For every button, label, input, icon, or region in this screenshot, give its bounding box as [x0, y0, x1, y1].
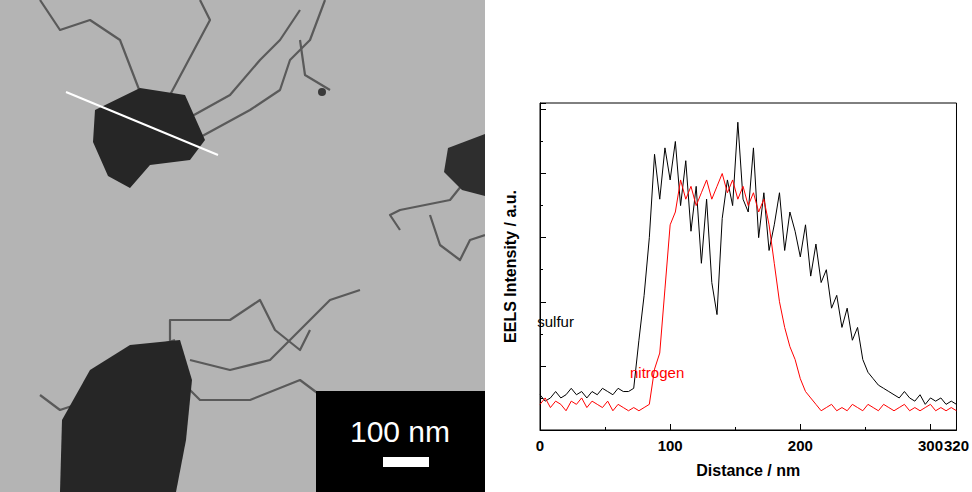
svg-text:100 nm: 100 nm: [350, 415, 450, 448]
svg-text:nitrogen: nitrogen: [630, 364, 684, 381]
svg-text:0: 0: [536, 437, 544, 454]
svg-text:320: 320: [944, 437, 969, 454]
svg-text:300: 300: [918, 437, 943, 454]
svg-text:200: 200: [788, 437, 813, 454]
svg-text:Distance / nm: Distance / nm: [696, 462, 800, 479]
svg-text:100: 100: [658, 437, 683, 454]
svg-text:EELS Intensity / a.u.: EELS Intensity / a.u.: [502, 190, 519, 343]
svg-text:sulfur: sulfur: [537, 313, 574, 330]
